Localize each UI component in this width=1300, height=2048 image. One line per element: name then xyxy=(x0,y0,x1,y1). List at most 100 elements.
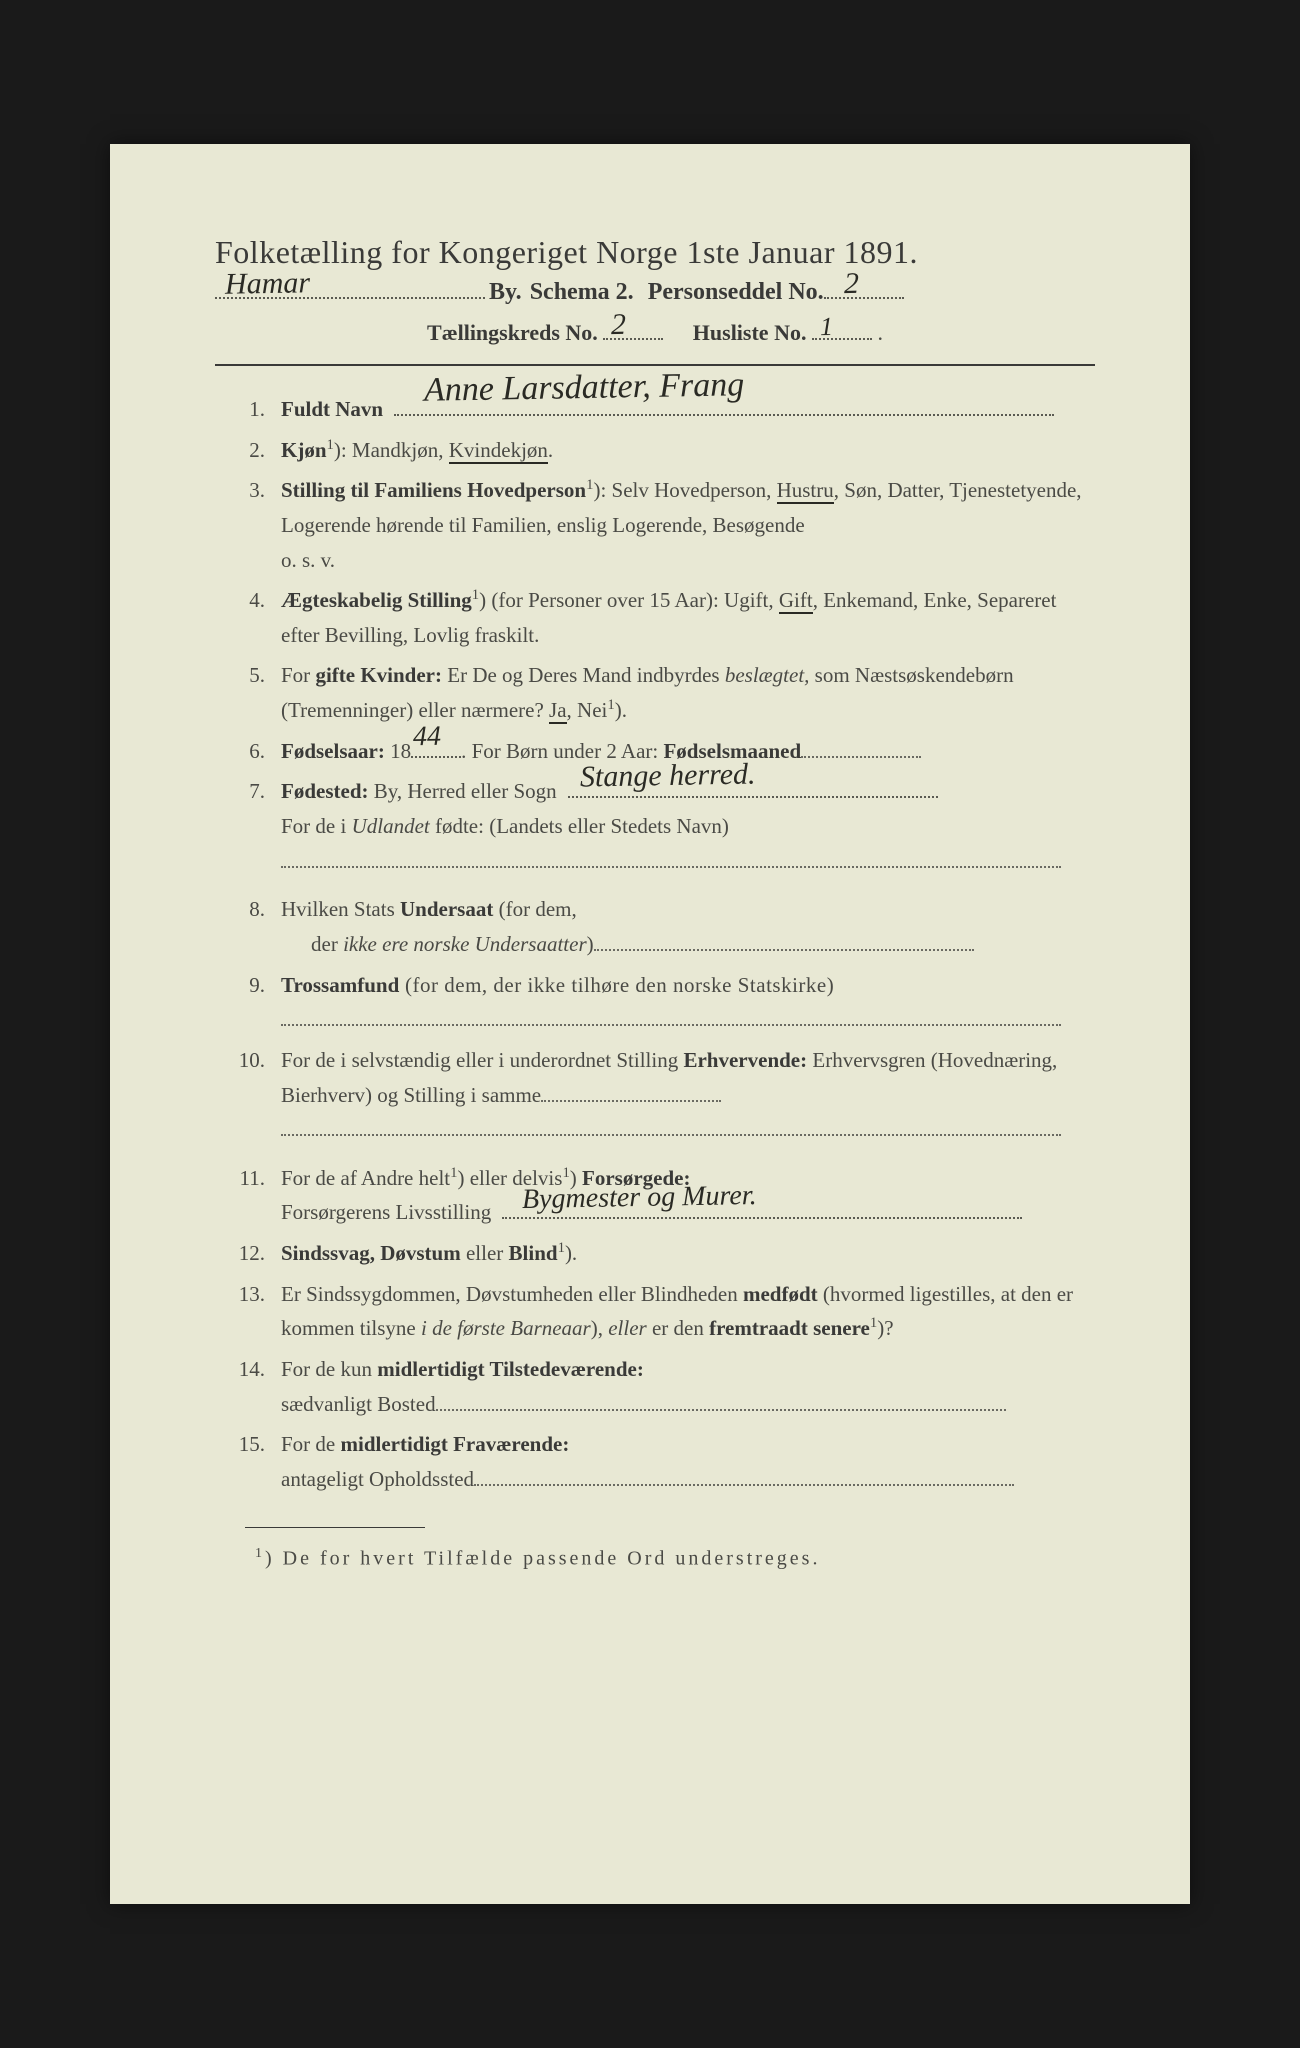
year-field: 44 xyxy=(411,756,461,758)
item-9-body: Trossamfund (for dem, der ikke tilhøre d… xyxy=(281,968,1095,1037)
item-4-num: 4. xyxy=(215,583,281,652)
name-handwritten: Anne Larsdatter, Frang xyxy=(424,357,745,419)
husliste-field: 1 xyxy=(812,338,872,340)
personseddel-no: 2 xyxy=(843,267,859,301)
whereabouts-field xyxy=(474,1484,1014,1486)
item-9-label: Trossamfund xyxy=(281,973,399,997)
occupation-field-2 xyxy=(281,1134,1061,1136)
item-13-italic1: i de første Barneaar xyxy=(421,1316,591,1340)
item-4-body: Ægteskabelig Stilling1) (for Personer ov… xyxy=(281,583,1095,652)
item-10-body: For de i selvstændig eller i underordnet… xyxy=(281,1043,1095,1147)
personseddel-field: 2 xyxy=(824,297,904,299)
citizen-field xyxy=(594,949,974,951)
item-12-text1: eller xyxy=(461,1241,509,1265)
item-6-num: 6. xyxy=(215,734,281,769)
item-4-label: Ægteskabelig Stilling xyxy=(281,588,472,612)
item-3-num: 3. xyxy=(215,473,281,577)
item-15: 15. For de midlertidigt Fraværende: anta… xyxy=(215,1427,1095,1496)
item-7: 7. Fødested: By, Herred eller Sogn Stang… xyxy=(215,774,1095,878)
item-2: 2. Kjøn1): Mandkjøn, Kvindekjøn. xyxy=(215,433,1095,468)
item-2-sup: 1 xyxy=(327,437,334,453)
item-5-sup: 1 xyxy=(607,697,614,713)
item-15-label: midlertidigt Fraværende: xyxy=(341,1432,570,1456)
religion-field xyxy=(281,1024,1061,1026)
item-2-num: 2. xyxy=(215,433,281,468)
item-14-body: For de kun midlertidigt Tilstedeværende:… xyxy=(281,1352,1095,1421)
item-12-label: Sindssvag, Døvstum xyxy=(281,1241,461,1265)
item-3-body: Stilling til Familiens Hovedperson1): Se… xyxy=(281,473,1095,577)
item-7-text2: For de i xyxy=(281,814,352,838)
item-9-num: 9. xyxy=(215,968,281,1037)
provider-handwritten: Bygmester og Murer. xyxy=(522,1173,757,1223)
item-12-text2: ). xyxy=(565,1241,577,1265)
item-1: 1. Fuldt Navn Anne Larsdatter, Frang xyxy=(215,392,1095,427)
item-10-text1: For de i selvstændig eller i underordnet… xyxy=(281,1048,683,1072)
item-1-num: 1. xyxy=(215,392,281,427)
footnote: 1) De for hvert Tilfælde passende Ord un… xyxy=(215,1546,1095,1571)
item-7-italic1: Udlandet xyxy=(352,814,430,838)
item-10: 10. For de i selvstændig eller i underor… xyxy=(215,1043,1095,1147)
item-12: 12. Sindssvag, Døvstum eller Blind1). xyxy=(215,1236,1095,1271)
item-5-label: gifte Kvinder: xyxy=(315,663,442,687)
divider-bottom xyxy=(245,1527,425,1528)
item-7-text3: fødte: (Landets eller Stedets Navn) xyxy=(430,814,729,838)
item-13-text5: )? xyxy=(877,1316,893,1340)
item-11-body: For de af Andre helt1) eller delvis1) Fo… xyxy=(281,1161,1095,1230)
item-13-label: medfødt xyxy=(743,1282,818,1306)
document-title: Folketælling for Kongeriget Norge 1ste J… xyxy=(215,234,1095,271)
item-12-label2: Blind xyxy=(509,1241,558,1265)
personseddel-label: Personseddel No. xyxy=(648,279,824,306)
item-8-text4: ) xyxy=(587,932,594,956)
item-13-italic2: eller xyxy=(608,1316,646,1340)
birthplace-handwritten: Stange herred. xyxy=(580,749,756,802)
item-2-text: ): Mandkjøn, xyxy=(334,438,449,462)
item-12-body: Sindssvag, Døvstum eller Blind1). xyxy=(281,1236,1095,1271)
city-handwritten: Hamar xyxy=(225,266,311,301)
item-14-text2: sædvanligt Bosted xyxy=(281,1392,436,1416)
header-line-3: Tællingskreds No. 2 Husliste No. 1 . xyxy=(215,320,1095,346)
item-12-num: 12. xyxy=(215,1236,281,1271)
item-2-body: Kjøn1): Mandkjøn, Kvindekjøn. xyxy=(281,433,1095,468)
month-field xyxy=(801,756,921,758)
item-13-text1: Er Sindssygdommen, Døvstumheden eller Bl… xyxy=(281,1282,743,1306)
occupation-field-1 xyxy=(541,1100,721,1102)
item-8-text1: Hvilken Stats xyxy=(281,897,400,921)
item-6-prefix: 18 xyxy=(385,739,411,763)
item-6-label: Fødselsaar: xyxy=(281,739,385,763)
item-14-label: midlertidigt Tilstedeværende: xyxy=(377,1357,644,1381)
item-5-italic1: beslægtet, xyxy=(725,663,810,687)
period: . xyxy=(877,320,883,345)
city-field: Hamar xyxy=(215,297,485,299)
item-8-num: 8. xyxy=(215,892,281,961)
birthplace-field: Stange herred. xyxy=(568,796,938,798)
item-5-text2: Er De og Deres Mand indbyrdes xyxy=(442,663,725,687)
schema-label: Schema 2. xyxy=(530,279,634,306)
item-13-text4: er den xyxy=(647,1316,709,1340)
item-15-text2: antageligt Opholdssted xyxy=(281,1467,474,1491)
item-13-label2: fremtraadt senere xyxy=(709,1316,870,1340)
name-field: Anne Larsdatter, Frang xyxy=(394,414,1054,416)
footnote-text: ) De for hvert Tilfælde passende Ord und… xyxy=(265,1547,820,1569)
item-15-body: For de midlertidigt Fraværende: antageli… xyxy=(281,1427,1095,1496)
kreds-no: 2 xyxy=(611,308,627,342)
residence-field xyxy=(436,1409,1006,1411)
year-handwritten: 44 xyxy=(413,713,442,760)
by-label: By. xyxy=(489,279,522,306)
census-document: Folketælling for Kongeriget Norge 1ste J… xyxy=(110,144,1190,1904)
item-8-text3: der xyxy=(281,932,343,956)
item-7-text1: By, Herred eller Sogn xyxy=(369,779,557,803)
item-11-num: 11. xyxy=(215,1161,281,1230)
item-7-body: Fødested: By, Herred eller Sogn Stange h… xyxy=(281,774,1095,878)
item-3-underlined: Hustru xyxy=(777,478,834,504)
husliste-no: 1 xyxy=(820,312,834,342)
item-2-underlined: Kvindekjøn xyxy=(449,438,548,464)
item-14-num: 14. xyxy=(215,1352,281,1421)
kreds-field: 2 xyxy=(603,338,663,340)
item-11-text1: For de af Andre helt xyxy=(281,1166,450,1190)
item-14: 14. For de kun midlertidigt Tilstedevære… xyxy=(215,1352,1095,1421)
item-5-text5: ). xyxy=(615,698,627,722)
header-line-2: Hamar By. Schema 2. Personseddel No. 2 xyxy=(215,279,1095,306)
item-3-text3: o. s. v. xyxy=(281,543,1095,578)
item-8-body: Hvilken Stats Undersaat (for dem, der ik… xyxy=(281,892,1095,961)
item-1-label: Fuldt Navn xyxy=(281,397,383,421)
